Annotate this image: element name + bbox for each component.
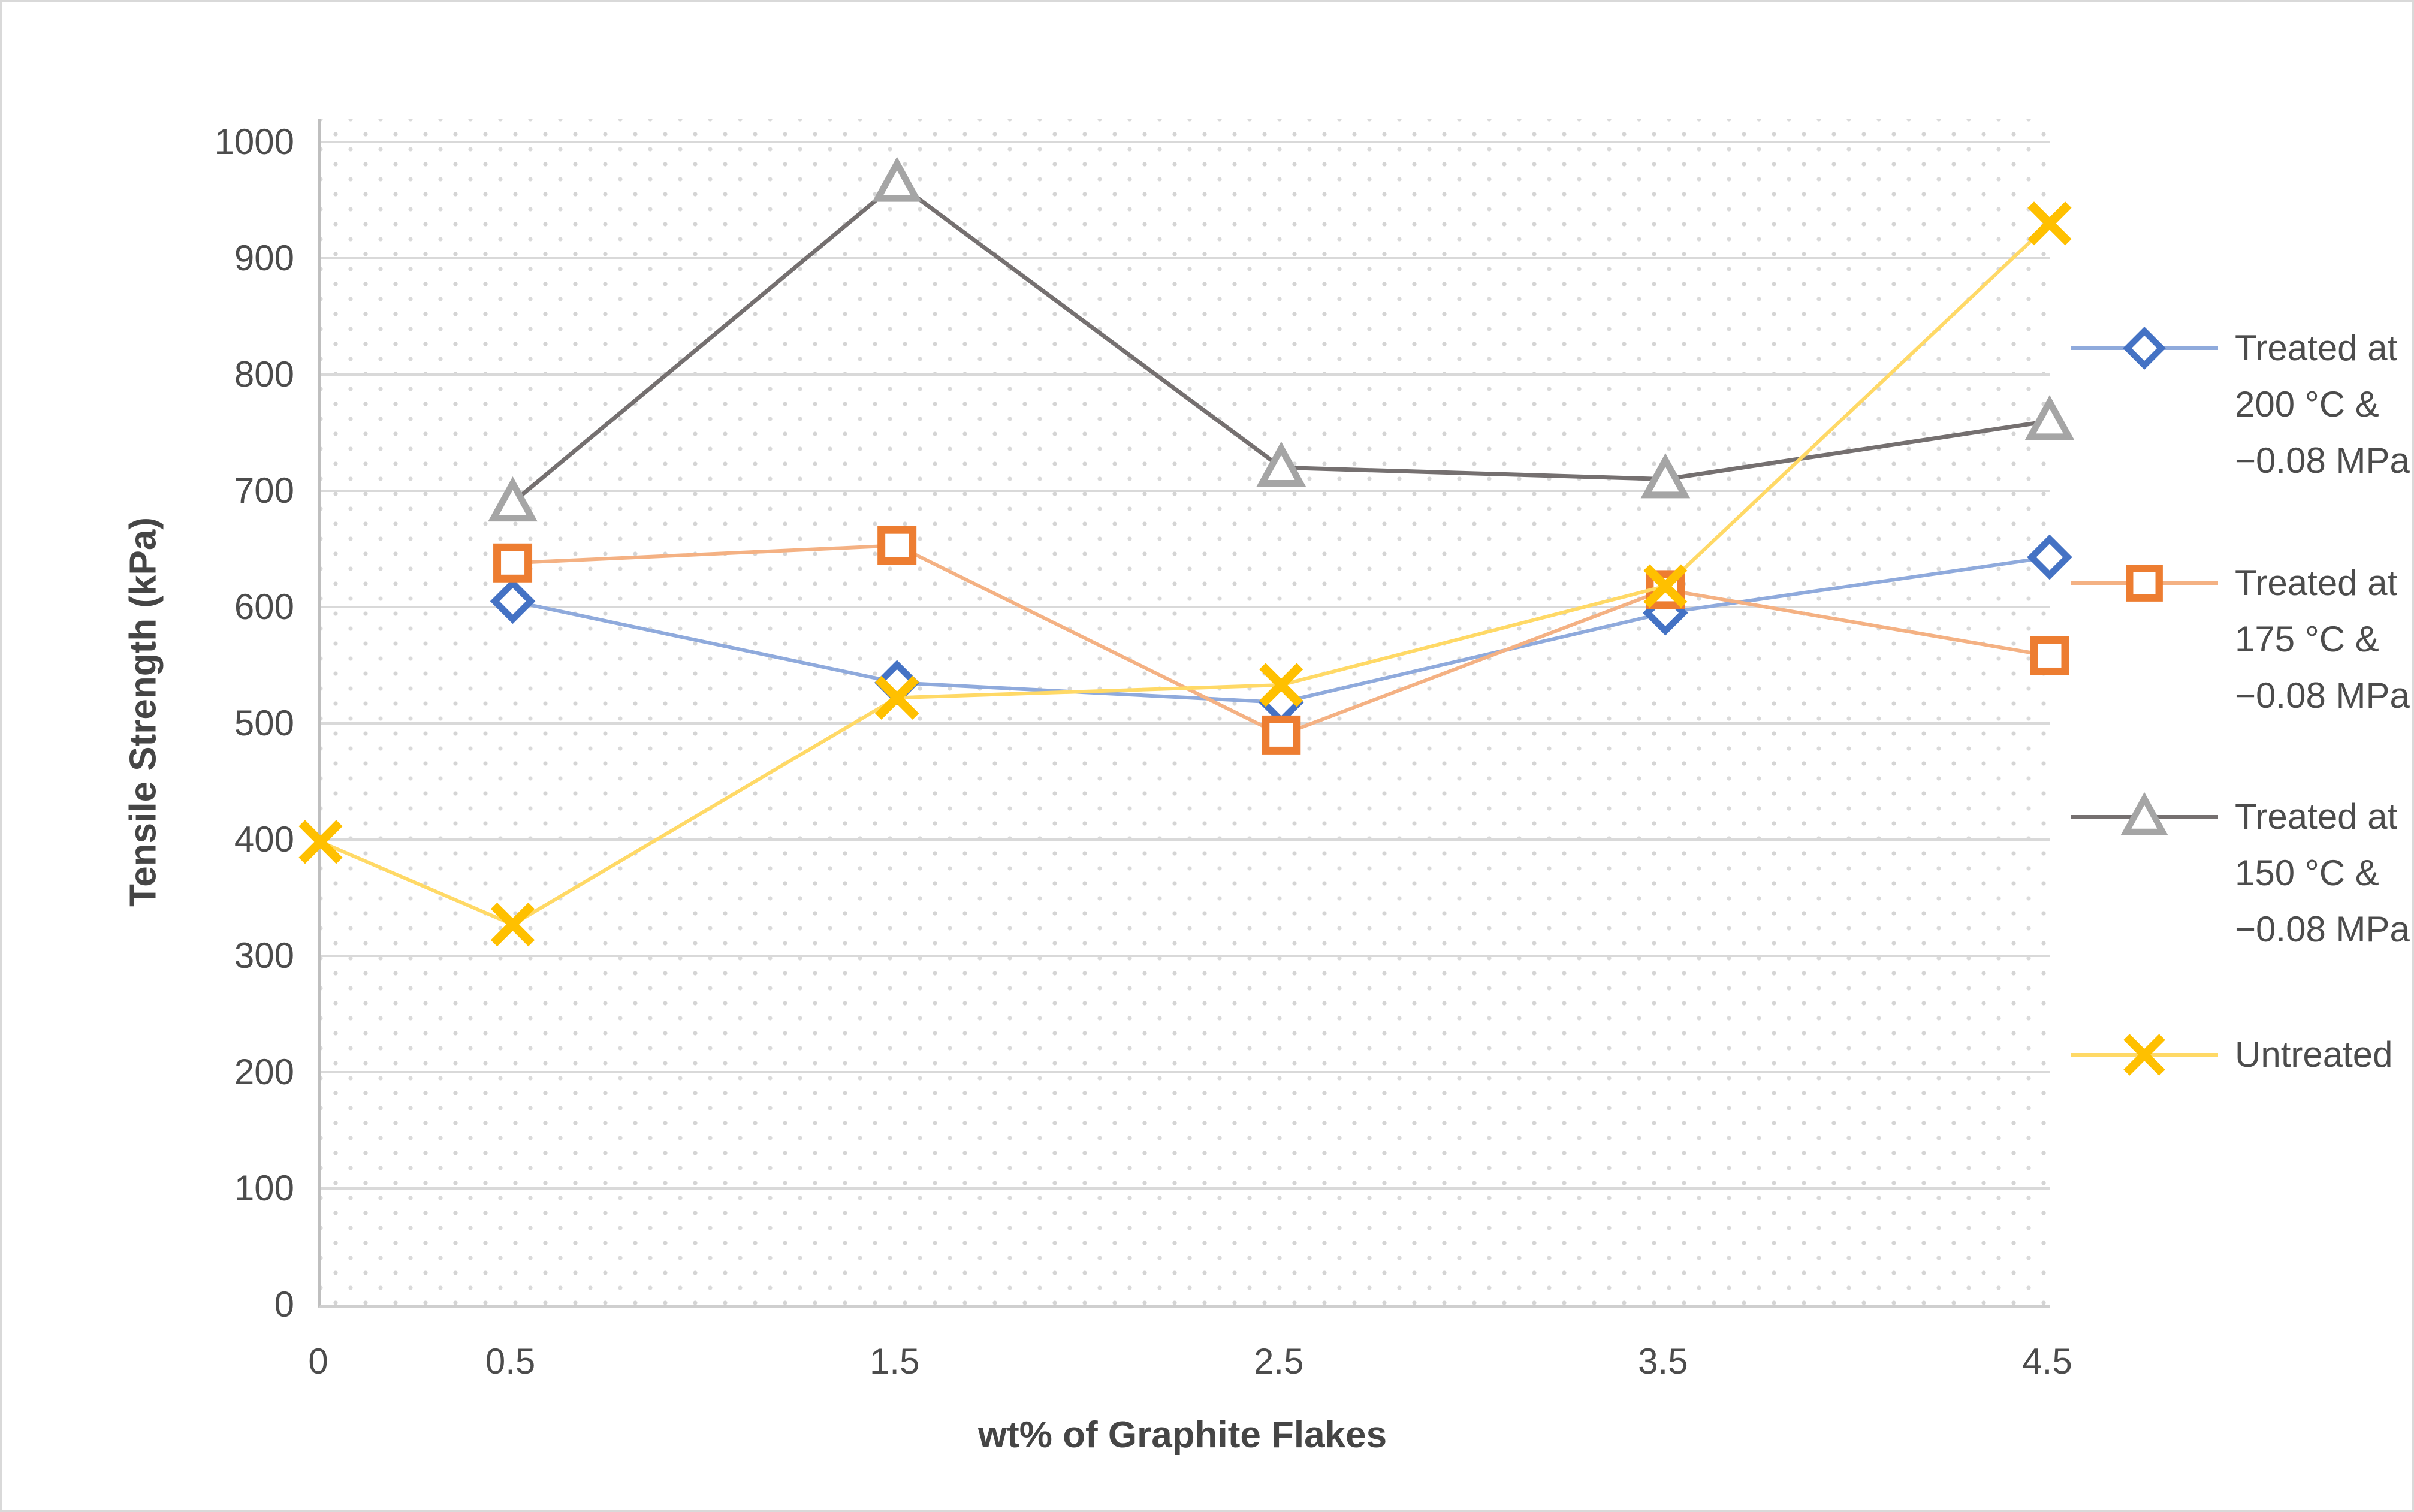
y-tick-label: 100 — [234, 1168, 294, 1208]
x-tick-label: 0 — [308, 1341, 328, 1381]
legend: Treated at 200 °C & −0.08 MPa Treated at 175… — [2071, 2, 2410, 1510]
y-tick-label: 1000 — [214, 122, 294, 162]
data-point-square — [493, 543, 533, 583]
data-point-square — [877, 526, 917, 565]
series-line-x — [319, 222, 2051, 926]
y-tick-label: 800 — [234, 354, 294, 394]
legend-marker-square-icon — [2071, 565, 2218, 602]
data-point-triangle — [1256, 441, 1306, 487]
y-tick-label: 900 — [234, 238, 294, 278]
legend-label: Treated at 200 °C & −0.08 MPa — [2235, 328, 2410, 481]
legend-marker-diamond-icon — [2071, 327, 2218, 370]
y-tick-label: 300 — [234, 935, 294, 976]
legend-entry: Treated at 175 °C & −0.08 MPa — [2071, 555, 2410, 724]
x-tick-label: 0.5 — [485, 1341, 536, 1381]
data-point-diamond — [490, 578, 536, 624]
legend-label: Treated at 150 °C & −0.08 MPa — [2235, 796, 2410, 949]
y-tick-label: 500 — [234, 703, 294, 743]
y-gridline — [321, 257, 2050, 259]
y-axis-title: Tensile Strength (kPa) — [122, 517, 164, 907]
y-gridline — [321, 606, 2050, 608]
data-point-triangle — [2024, 395, 2075, 440]
y-gridline — [321, 955, 2050, 957]
y-tick-label: 700 — [234, 470, 294, 511]
data-point-square — [2030, 636, 2069, 675]
legend-label: Untreated — [2235, 1034, 2393, 1075]
x-tick-label: 1.5 — [869, 1341, 920, 1381]
y-gridline — [321, 1071, 2050, 1073]
legend-marker-triangle-icon — [2071, 792, 2218, 835]
y-gridline — [321, 838, 2050, 841]
legend-entry: Treated at 150 °C & −0.08 MPa — [2071, 789, 2410, 958]
plot-area — [298, 119, 2075, 1308]
y-tick-label: 0 — [274, 1284, 294, 1324]
x-tick-label: 3.5 — [1638, 1341, 1688, 1381]
legend-entry: Untreated — [2071, 1027, 2393, 1083]
x-tick-label: 4.5 — [2022, 1341, 2072, 1381]
x-axis-title: wt% of Graphite Flakes — [977, 1414, 1387, 1456]
data-point-x — [490, 903, 535, 947]
y-gridline — [321, 722, 2050, 725]
data-point-x — [1259, 663, 1303, 707]
y-tick-label: 200 — [234, 1052, 294, 1092]
data-point-triangle — [1640, 453, 1691, 499]
data-point-square — [1262, 715, 1301, 755]
y-gridline — [321, 141, 2050, 143]
legend-marker-x-icon — [2071, 1034, 2218, 1076]
data-point-x — [875, 675, 919, 720]
y-gridline — [321, 490, 2050, 492]
y-gridline — [321, 1187, 2050, 1190]
data-point-x — [298, 820, 343, 864]
data-point-x — [1643, 564, 1688, 608]
series-layer — [298, 156, 2075, 947]
data-point-triangle — [872, 156, 922, 202]
data-point-x — [2027, 201, 2072, 246]
data-point-triangle — [488, 476, 538, 522]
y-tick-label: 400 — [234, 819, 294, 859]
legend-entry: Treated at 200 °C & −0.08 MPa — [2071, 320, 2410, 489]
x-tick-label: 2.5 — [1254, 1341, 1304, 1381]
y-gridline — [321, 373, 2050, 376]
data-point-diamond — [2027, 534, 2072, 580]
y-tick-label: 600 — [234, 587, 294, 627]
legend-label: Treated at 175 °C & −0.08 MPa — [2235, 563, 2410, 716]
